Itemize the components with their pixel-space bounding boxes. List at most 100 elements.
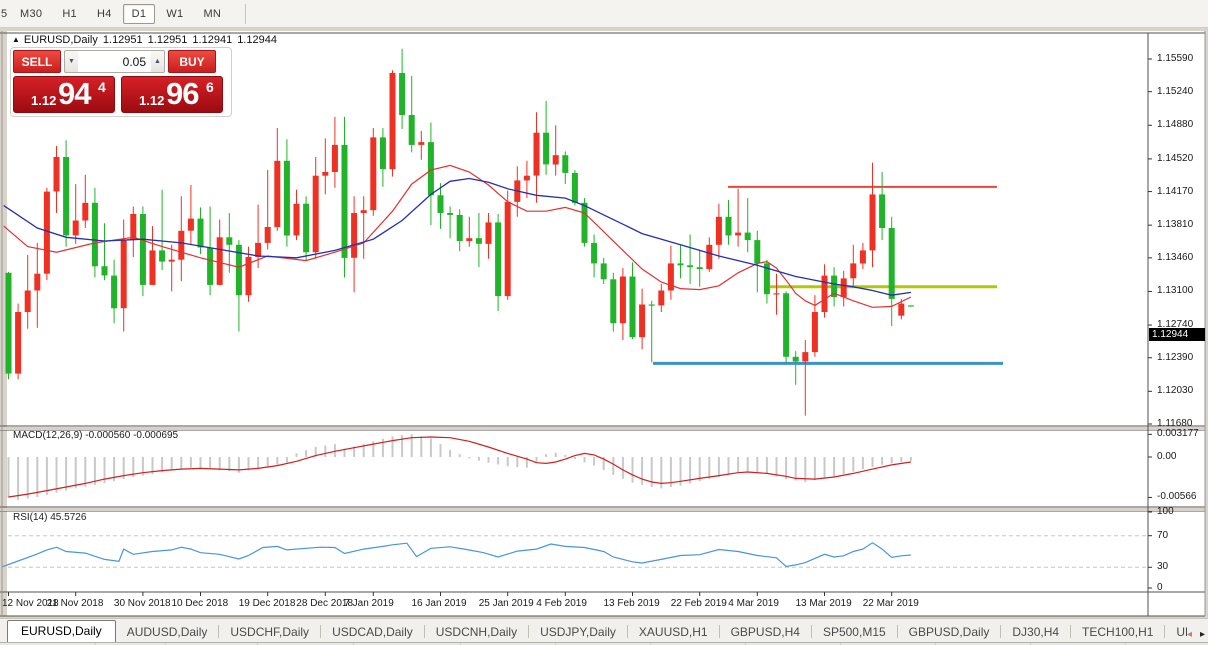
date-label: 19 Dec 2018 xyxy=(238,598,296,609)
tab-separator xyxy=(718,625,720,638)
tab-separator xyxy=(320,625,322,638)
chart-ohlc-header: ▲ EURUSD,Daily 1.12951 1.12951 1.12941 1.1294… xyxy=(12,34,282,46)
date-label: 28 Dec 2018 xyxy=(296,598,354,609)
price-axis-label: 1.14170 xyxy=(1157,185,1194,197)
price-axis-label: 1.12740 xyxy=(1157,319,1194,331)
status-strip xyxy=(0,642,1208,645)
date-label: 10 Dec 2018 xyxy=(171,598,229,609)
price-axis-label: 1.13460 xyxy=(1157,251,1194,263)
date-label: 25 Jan 2019 xyxy=(478,598,534,609)
collapse-panel-icon[interactable]: ▲ xyxy=(12,35,20,44)
date-label: 7 Jan 2019 xyxy=(344,598,394,609)
tab-item-GBPUSD-Daily[interactable]: GBPUSD,Daily xyxy=(908,625,990,639)
price-axis-label: 1.15240 xyxy=(1157,85,1194,97)
timeframe-button-MN[interactable]: MN xyxy=(194,4,230,24)
tab-item-DJ30-H4[interactable]: DJ30,H4 xyxy=(1012,625,1060,639)
chevron-down-icon: ▼ xyxy=(68,58,75,65)
ohlc-open: 1.12951 xyxy=(102,34,143,46)
rsi-axis-label: 0 xyxy=(1157,582,1163,593)
tab-item-EURUSD-Daily[interactable]: EURUSD,Daily xyxy=(7,620,116,643)
tab-separator xyxy=(423,625,425,638)
tab-scroll-left-icon[interactable]: ◂ xyxy=(1186,629,1192,640)
date-label: 13 Feb 2019 xyxy=(603,598,660,609)
status-strip-tick xyxy=(745,643,746,645)
status-strip-tick xyxy=(95,643,96,645)
ask-price-button[interactable]: 1.12 96 6 xyxy=(121,76,223,113)
macd-axis-label: 0.00 xyxy=(1157,451,1177,462)
symbol-label: EURUSD,Daily xyxy=(23,34,98,46)
bid-price-pip: 4 xyxy=(98,79,106,95)
status-strip-tick xyxy=(935,643,936,645)
tab-separator xyxy=(1070,625,1072,638)
rsi-axis-label: 100 xyxy=(1157,506,1174,517)
date-label: 4 Mar 2019 xyxy=(728,598,779,609)
price-axis-label: 1.13100 xyxy=(1157,285,1194,297)
current-price-tag: 1.12944 xyxy=(1149,328,1205,341)
chart-tabs-bar: EURUSD,Daily AUDUSD,Daily USDCHF,Daily USDC… xyxy=(0,618,1208,643)
ask-price-pip: 6 xyxy=(206,79,214,95)
tab-separator xyxy=(896,625,898,638)
tab-item-AUDUSD-Daily[interactable]: AUDUSD,Daily xyxy=(126,625,208,639)
timeframe-button-W1[interactable]: W1 xyxy=(157,4,192,24)
status-strip-tick xyxy=(1125,643,1126,645)
status-strip-tick xyxy=(257,643,258,645)
macd-indicator-label: MACD(12,26,9) -0.000560 -0.000695 xyxy=(13,430,179,441)
status-strip-tick xyxy=(460,643,461,645)
date-label: 12 Nov 2018 xyxy=(2,598,59,609)
ohlc-close: 1.12944 xyxy=(237,34,277,46)
tab-item-USDCNH-Daily[interactable]: USDCNH,Daily xyxy=(435,625,518,639)
tab-item-SP500-M15[interactable]: SP500,M15 xyxy=(822,625,886,639)
sell-button[interactable]: SELL xyxy=(13,50,61,73)
timeframe-button-M30[interactable]: M30 xyxy=(11,4,51,24)
ohlc-low: 1.12941 xyxy=(192,34,233,46)
date-label: 4 Feb 2019 xyxy=(536,598,587,609)
date-label: 21 Nov 2018 xyxy=(46,598,104,609)
tab-separator xyxy=(1000,625,1002,638)
ohlc-high: 1.12951 xyxy=(147,34,188,46)
status-strip-tick xyxy=(353,643,354,645)
tab-item-GBPUSD-H4[interactable]: GBPUSD,H4 xyxy=(730,625,800,639)
bid-price-small: 1.12 xyxy=(31,93,57,108)
price-axis-label: 1.11680 xyxy=(1157,417,1193,429)
chevron-up-icon: ▲ xyxy=(154,58,161,65)
tab-item-Ul[interactable]: Ul xyxy=(1176,625,1188,639)
buy-button[interactable]: BUY xyxy=(168,50,216,73)
tab-item-TECH100-H1[interactable]: TECH100,H1 xyxy=(1082,625,1154,639)
macd-axis-label: 0.003177 xyxy=(1157,428,1199,440)
timeframe-button-5[interactable]: 5 xyxy=(0,4,9,24)
macd-axis-label: -0.00566 xyxy=(1157,491,1197,503)
bid-price-button[interactable]: 1.12 94 4 xyxy=(13,76,115,113)
tab-item-USDCHF-Daily[interactable]: USDCHF,Daily xyxy=(230,625,310,639)
rsi-indicator-label: RSI(14) 45.5726 xyxy=(13,512,87,523)
rsi-axis-label: 70 xyxy=(1157,529,1169,541)
timeframe-button-H1[interactable]: H1 xyxy=(53,4,86,24)
timeframe-button-D1[interactable]: D1 xyxy=(122,3,156,24)
price-chart-canvas[interactable] xyxy=(0,28,1208,618)
volume-increase-button[interactable]: ▲ xyxy=(151,50,165,73)
price-axis-label: 1.13810 xyxy=(1157,219,1194,231)
volume-decrease-button[interactable]: ▼ xyxy=(64,50,78,73)
status-strip-tick xyxy=(840,643,841,645)
tab-scroll-right-icon[interactable]: ▸ xyxy=(1199,629,1205,640)
date-label: 22 Mar 2019 xyxy=(862,598,919,609)
ask-price-small: 1.12 xyxy=(139,93,165,108)
tab-scroll-arrows: ◂ ▸ xyxy=(1187,629,1205,640)
timeframe-button-H4[interactable]: H4 xyxy=(88,4,121,24)
tab-item-USDJPY-Daily[interactable]: USDJPY,Daily xyxy=(540,625,616,639)
status-strip-tick xyxy=(650,643,651,645)
date-label: 30 Nov 2018 xyxy=(113,598,171,609)
date-label: 13 Mar 2019 xyxy=(795,598,852,609)
volume-input[interactable] xyxy=(78,50,151,73)
tab-separator xyxy=(810,625,812,638)
status-strip-tick xyxy=(555,643,556,645)
tab-item-USDCAD-Daily[interactable]: USDCAD,Daily xyxy=(332,625,413,639)
tab-separator xyxy=(218,625,220,638)
tab-separator xyxy=(528,625,530,638)
date-label: 22 Feb 2019 xyxy=(670,598,727,609)
status-strip-tick xyxy=(1030,643,1031,645)
rsi-axis-label: 30 xyxy=(1157,561,1169,573)
tab-item-XAUUSD-H1[interactable]: XAUUSD,H1 xyxy=(638,625,708,639)
price-axis-label: 1.14880 xyxy=(1157,119,1194,131)
price-axis-label: 1.12390 xyxy=(1157,351,1194,363)
